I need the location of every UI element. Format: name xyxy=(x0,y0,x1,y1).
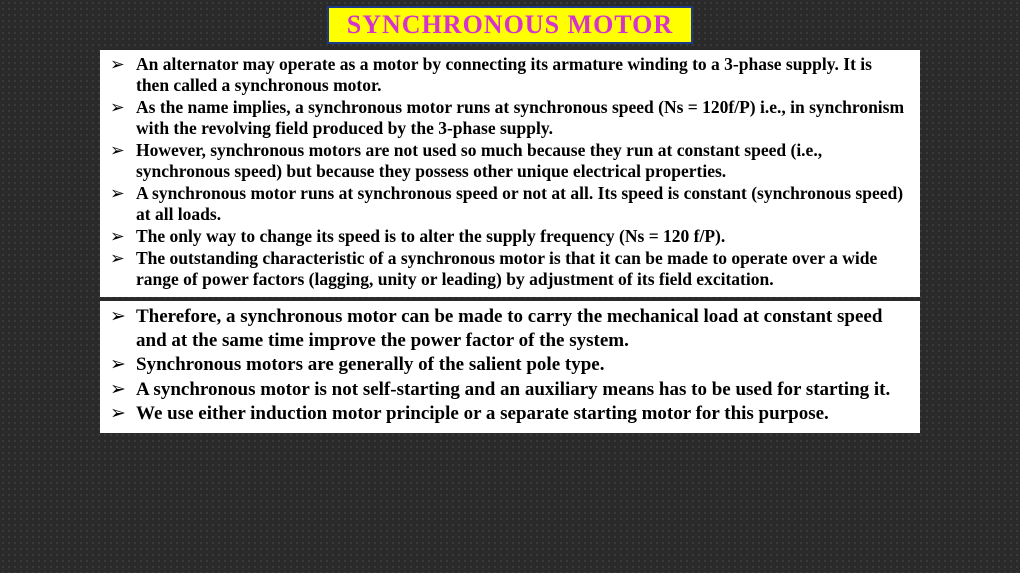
bullet-item: We use either induction motor principle … xyxy=(132,402,908,426)
text-block-2: Therefore, a synchronous motor can be ma… xyxy=(100,301,920,433)
slide-title: SYNCHRONOUS MOTOR xyxy=(327,6,693,44)
bullet-item: A synchronous motor is not self-starting… xyxy=(132,378,908,402)
bullet-item: Therefore, a synchronous motor can be ma… xyxy=(132,305,908,352)
slide: SYNCHRONOUS MOTOR An alternator may oper… xyxy=(0,0,1020,573)
text-block-1: An alternator may operate as a motor by … xyxy=(100,50,920,297)
bullet-item: The only way to change its speed is to a… xyxy=(132,226,908,247)
bullet-item: Synchronous motors are generally of the … xyxy=(132,353,908,377)
bullet-item: As the name implies, a synchronous motor… xyxy=(132,97,908,139)
bullet-list-1: An alternator may operate as a motor by … xyxy=(108,54,908,290)
bullet-list-2: Therefore, a synchronous motor can be ma… xyxy=(108,305,908,426)
content-wrapper: An alternator may operate as a motor by … xyxy=(100,50,920,433)
bullet-item: The outstanding characteristic of a sync… xyxy=(132,248,908,290)
bullet-item: However, synchronous motors are not used… xyxy=(132,140,908,182)
bullet-item: An alternator may operate as a motor by … xyxy=(132,54,908,96)
bullet-item: A synchronous motor runs at synchronous … xyxy=(132,183,908,225)
